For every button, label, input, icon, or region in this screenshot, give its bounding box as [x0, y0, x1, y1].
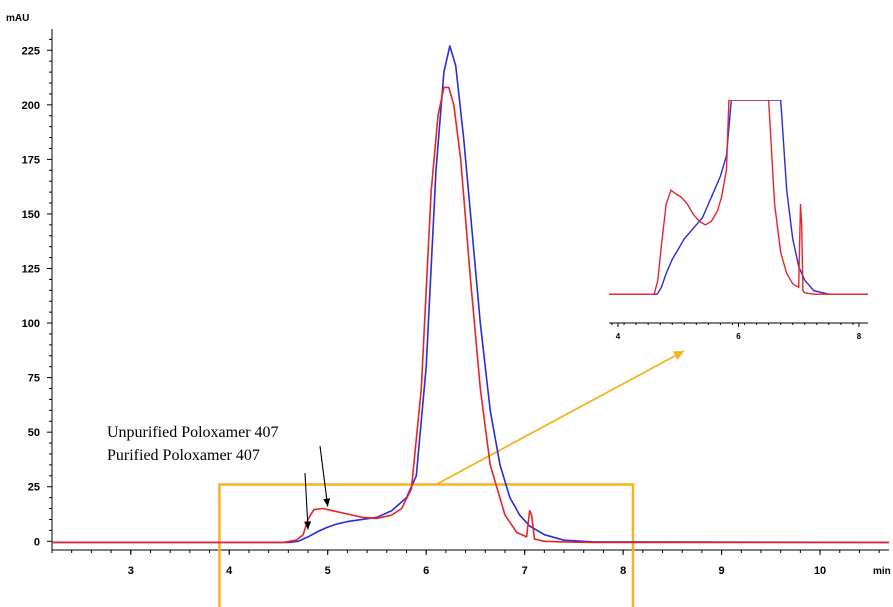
y-tick-label: 100 — [22, 318, 40, 330]
inset-chart: 4 6 8 — [609, 100, 868, 341]
annotation-arrow-head-1 — [304, 521, 312, 530]
series-line-1 — [52, 45, 890, 544]
x-tick-label: 4 — [226, 565, 233, 577]
x-tick-label: 7 — [522, 565, 528, 577]
y-tick-label: 175 — [22, 154, 40, 166]
x-tick-label: 5 — [325, 565, 331, 577]
annotation-label-0: Unpurified Poloxamer 407 — [107, 424, 279, 441]
annotation-arrow-line-1 — [304, 472, 309, 530]
x-axis-unit: min — [873, 566, 891, 577]
x-tick-label: 6 — [423, 565, 429, 577]
series-line-0 — [52, 86, 889, 544]
y-axis-unit: mAU — [6, 13, 29, 24]
inset-x-tick-label: 6 — [736, 332, 741, 341]
y-tick-label: 200 — [22, 100, 40, 112]
x-tick-label: 8 — [620, 565, 626, 577]
y-tick-label: 75 — [28, 373, 40, 385]
annotation-label-1: Purified Poloxamer 407 — [107, 447, 260, 464]
y-tick-label: 50 — [28, 427, 40, 439]
y-tick-label: 150 — [22, 209, 40, 221]
main-plot-area — [52, 45, 890, 544]
inset-x-tick-label: 4 — [616, 332, 621, 341]
y-tick-label: 0 — [34, 536, 40, 548]
y-tick-label: 125 — [22, 263, 40, 275]
inset-series-line-0 — [609, 100, 868, 295]
y-tick-label: 225 — [22, 45, 40, 57]
annotations: Unpurified Poloxamer 407 Purified Poloxam… — [107, 424, 331, 530]
x-tick-label: 10 — [814, 565, 826, 577]
y-tick-label: 25 — [28, 482, 40, 494]
inset-x-tick-label: 8 — [857, 332, 862, 341]
zoom-box — [218, 483, 635, 607]
annotation-arrow-head-0 — [323, 498, 331, 507]
inset-series-line-1 — [609, 100, 868, 295]
x-tick-label: 3 — [128, 565, 134, 577]
annotation-arrow-line-0 — [319, 445, 329, 507]
zoom-arrow-head — [672, 351, 684, 361]
x-tick-label: 9 — [719, 565, 725, 577]
zoom-arrow-line — [435, 350, 685, 486]
main-axes: 0 25 50 75 100 125 150 175 200 225 3 4 5 6 7 8 9 10 mAU min — [6, 13, 891, 577]
zoom-region — [218, 350, 685, 607]
